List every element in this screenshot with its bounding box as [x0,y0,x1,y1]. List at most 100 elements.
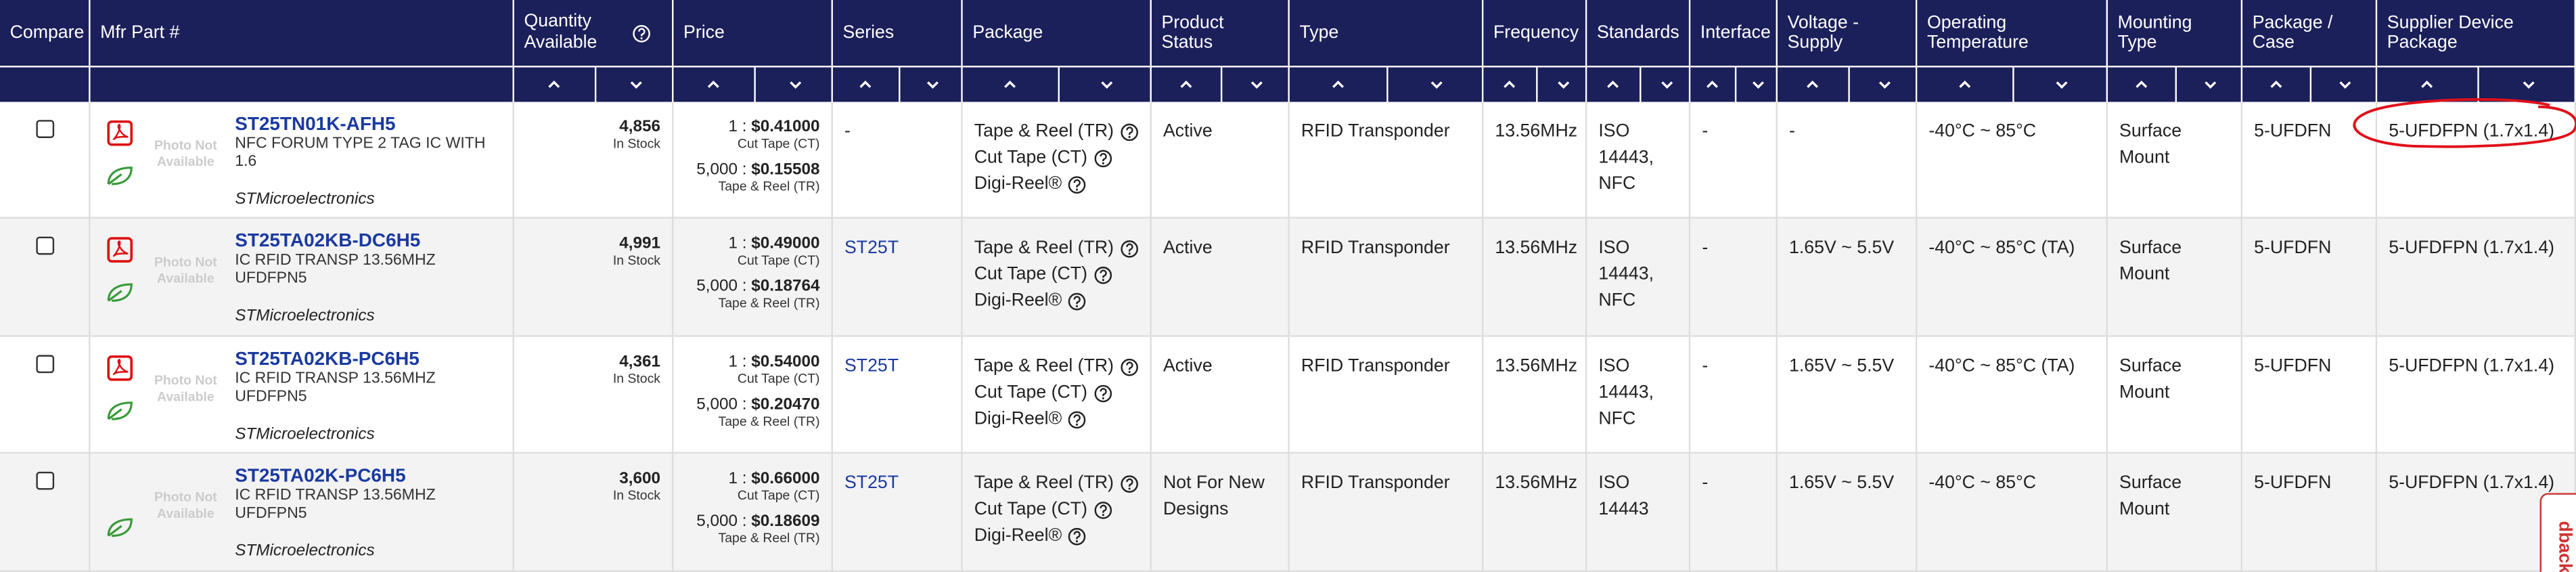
sort-ascending[interactable] [1778,68,1847,102]
column-title: Supplier Device Package [2387,13,2514,53]
part-number[interactable]: ST25TA02KB-PC6H5 [235,350,420,370]
datasheet-icon[interactable] [107,355,133,381]
column-header[interactable]: Mounting Type [2108,0,2243,66]
sort-descending[interactable] [2175,67,2244,102]
sort-ascending[interactable] [1152,68,1221,102]
case-cell: 5-UFDFN [2242,336,2378,454]
help-icon[interactable] [1068,527,1087,545]
compare-checkbox[interactable] [36,471,55,490]
quantity: 4,361 [619,353,661,372]
column-title: Package [972,22,1043,43]
package-name: Cut Tape (CT) [974,382,1087,403]
sort-ascending[interactable] [2108,68,2175,102]
manufacturer: STMicroelectronics [235,542,375,560]
interface-cell: - [1690,454,1778,572]
sort-descending[interactable] [1220,67,1291,102]
column-title: Interface [1700,22,1771,43]
sort-ascending[interactable] [2377,68,2477,102]
column-header[interactable]: Standards [1587,0,1691,66]
series[interactable]: ST25T [844,356,899,376]
package-option: Digi-Reel® [974,523,1139,549]
sort-ascending[interactable] [963,68,1058,102]
series[interactable]: ST25T [844,473,899,493]
part-info: ST25TA02KB-DC6H5 IC RFID TRANSP 13.56MHZ … [235,232,507,288]
sort-descending[interactable] [1386,67,1485,102]
sort-descending[interactable] [897,67,964,102]
help-icon[interactable] [1094,384,1112,402]
sort-descending[interactable] [593,67,675,102]
help-icon[interactable] [1094,501,1112,519]
sort-ascending[interactable] [673,68,753,102]
sort-descending[interactable] [1057,67,1153,102]
unit-price: $0.18609 [751,512,820,531]
packaging: Tape & Reel (TR) [718,531,820,546]
sort-descending[interactable] [753,67,834,102]
part-number[interactable]: ST25TA02K-PC6H5 [235,466,406,487]
help-icon[interactable] [1068,292,1087,310]
part-number[interactable]: ST25TN01K-AFH5 [235,114,396,135]
datasheet-icon[interactable] [107,120,133,146]
packaging: Tape & Reel (TR) [718,414,820,429]
sort-ascending[interactable] [1290,68,1386,102]
series[interactable]: ST25T [844,238,899,259]
quantity-cell: 4,991 In Stock [514,218,674,337]
package-name: Digi-Reel® [974,525,1062,546]
sort-ascending[interactable] [833,68,898,102]
sort-descending[interactable] [2012,67,2109,102]
sort-ascending[interactable] [2242,68,2310,102]
help-icon[interactable] [1094,265,1112,284]
help-icon[interactable] [1121,475,1139,493]
compare-checkbox[interactable] [36,120,55,138]
price-line: 5,000 : $0.15508 [685,161,819,179]
column-header[interactable]: Operating Temperature [1917,0,2108,66]
frequency-cell: 13.56MHz [1483,102,1587,219]
sort-descending[interactable] [2309,67,2379,102]
help-icon[interactable] [1068,410,1087,428]
sort-descending[interactable] [1734,67,1780,102]
package-option: Digi-Reel® [974,171,1139,198]
datasheet-icon[interactable] [107,237,133,263]
compare-checkbox[interactable] [36,355,55,374]
column-header[interactable]: Series [832,0,963,66]
part-cell: Photo Not Available ST25TN01K-AFH5 NFC FOR… [90,102,514,219]
column-header[interactable]: Product Status [1151,0,1290,66]
column-header[interactable]: Package [962,0,1152,66]
column-header[interactable]: Compare [0,0,91,66]
sort-descending[interactable] [1847,67,1919,102]
help-icon[interactable] [1094,149,1112,167]
sort-spacer [0,66,91,102]
help-icon[interactable] [1121,357,1139,376]
sort-descending[interactable] [1535,67,1589,102]
part-description: IC RFID TRANSP 13.56MHZ UFDFPN5 [235,486,436,523]
column-header[interactable]: Mfr Part # [90,0,514,66]
sort-descending[interactable] [1638,67,1692,102]
column-header[interactable]: Supplier Device Package [2377,0,2576,66]
column-header[interactable]: Voltage - Supply [1778,0,1918,66]
help-icon[interactable] [1121,123,1139,141]
sort-ascending[interactable] [1587,68,1638,102]
column-header[interactable]: Quantity Available [514,0,674,66]
sort-ascending[interactable] [514,68,594,102]
help-icon[interactable] [633,24,651,42]
series[interactable]: - [844,121,851,141]
package-cell: Tape & Reel (TR) Cut Tape (CT) Digi-Reel® [962,336,1152,454]
packaging: Tape & Reel (TR) [718,179,820,194]
feedback-tab[interactable]: dback [2539,493,2576,572]
sort-descending[interactable] [2477,67,2576,102]
supplier-package-cell: 5-UFDFPN (1.7x1.4) [2377,102,2576,219]
sort-ascending[interactable] [1917,68,2012,102]
help-icon[interactable] [1121,239,1139,257]
part-number[interactable]: ST25TA02KB-DC6H5 [235,232,421,252]
column-header[interactable]: Interface [1690,0,1778,66]
compare-checkbox[interactable] [36,236,55,255]
column-header[interactable]: Price [673,0,833,66]
column-header[interactable]: Frequency [1483,0,1587,66]
sort-controls [1778,66,1919,102]
price-cell: 1 : $0.66000 Cut Tape (CT) 5,000 : $0.1860… [673,454,833,572]
sort-ascending[interactable] [1483,68,1535,102]
column-header[interactable]: Package / Case [2242,0,2378,66]
column-header[interactable]: Type [1289,0,1484,66]
sort-controls [1151,66,1291,102]
help-icon[interactable] [1068,175,1087,194]
sort-ascending[interactable] [1690,68,1734,102]
